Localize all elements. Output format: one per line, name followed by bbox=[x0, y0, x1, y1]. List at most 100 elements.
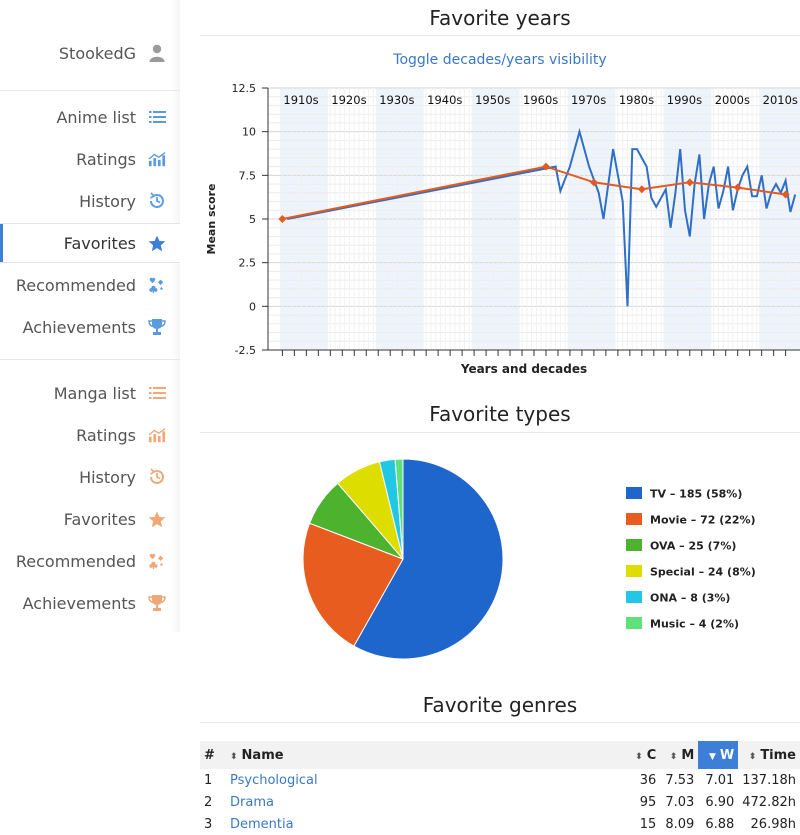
genre-c-cell: 95 bbox=[639, 794, 657, 810]
genre-time-cell: 137.18h bbox=[742, 772, 796, 788]
time-header[interactable]: ⬍ Time bbox=[738, 741, 800, 769]
trophy-icon bbox=[148, 318, 166, 336]
decade-label: 1940s bbox=[427, 93, 462, 107]
mean-header-label: M bbox=[681, 747, 695, 763]
y-tick-label: 10 bbox=[242, 126, 256, 139]
section-divider bbox=[200, 35, 800, 36]
nav-label: Achievements bbox=[22, 593, 136, 613]
data-point bbox=[541, 162, 550, 171]
list-icon bbox=[148, 384, 166, 402]
genre-rank-cell: 3 bbox=[204, 816, 213, 832]
count-header[interactable]: ⬍ C bbox=[624, 741, 661, 769]
data-point bbox=[589, 178, 598, 187]
nav-label: Anime list bbox=[56, 107, 136, 127]
name-header[interactable]: ⬍ Name bbox=[226, 741, 625, 769]
genre-link[interactable]: Psychological bbox=[230, 772, 318, 788]
y-tick-label: 7.5 bbox=[239, 169, 257, 182]
genres-table: # ⬍ Name ⬍ C ⬍ M ▼ W ⬍ Time 1 Psychological 36 7… bbox=[200, 741, 800, 835]
pie-slice[interactable] bbox=[302, 522, 404, 647]
weighted-header[interactable]: ▼ W bbox=[698, 741, 739, 769]
list-icon bbox=[148, 108, 166, 126]
sort-icon: ⬍ bbox=[748, 751, 757, 762]
table-row: 3 Dementia 15 8.09 6.88 26.98h bbox=[200, 813, 800, 835]
history-icon bbox=[148, 468, 166, 486]
toggle-decades-years-link[interactable]: Toggle decades/years visibility bbox=[393, 52, 607, 68]
legend-label[interactable]: Special – 24 (8%) bbox=[650, 566, 756, 579]
anime-nav-favorites[interactable]: Favorites bbox=[0, 223, 180, 263]
divider bbox=[0, 359, 180, 360]
data-point bbox=[685, 178, 694, 187]
genre-link[interactable]: Drama bbox=[230, 794, 274, 810]
genre-name-cell: Psychological bbox=[226, 769, 624, 791]
decade-label: 1930s bbox=[379, 93, 414, 107]
sort-icon: ⬍ bbox=[230, 751, 238, 762]
pie-slice[interactable] bbox=[394, 458, 404, 560]
legend-label[interactable]: OVA – 25 (7%) bbox=[650, 540, 736, 553]
star-icon bbox=[148, 510, 166, 528]
y-axis-title: Mean score bbox=[205, 183, 218, 254]
genre-name-cell: Drama bbox=[226, 791, 624, 813]
nav-label: Ratings bbox=[76, 425, 136, 445]
anime-nav-anime-list[interactable]: Anime list bbox=[0, 97, 180, 137]
genre-m-cell: 8.09 bbox=[665, 816, 695, 832]
decade-label: 2010s bbox=[763, 93, 798, 107]
genre-link[interactable]: Dementia bbox=[230, 816, 294, 832]
nav-label: Manga list bbox=[53, 383, 136, 403]
legend-label[interactable]: Movie – 72 (22%) bbox=[650, 514, 756, 527]
data-point bbox=[733, 183, 742, 192]
anime-nav-recommended[interactable]: Recommended bbox=[0, 265, 180, 305]
genre-c-cell: 15 bbox=[639, 816, 657, 832]
manga-nav-manga-list[interactable]: Manga list bbox=[0, 373, 180, 413]
manga-nav-ratings[interactable]: Ratings bbox=[0, 415, 180, 455]
table-row: 2 Drama 95 7.03 6.90 472.82h bbox=[200, 791, 800, 813]
nav-label: Recommended bbox=[15, 275, 136, 295]
legend-swatch bbox=[626, 565, 642, 577]
mean-header[interactable]: ⬍ M bbox=[660, 741, 699, 769]
nav-label: Recommended bbox=[15, 551, 136, 571]
nav-label: Favorites bbox=[63, 233, 136, 253]
decade-label: 1970s bbox=[571, 93, 606, 107]
legend-label[interactable]: TV – 185 (58%) bbox=[650, 488, 742, 501]
time-header-label: Time bbox=[760, 747, 796, 763]
anime-nav-ratings[interactable]: Ratings bbox=[0, 139, 180, 179]
legend-swatch bbox=[626, 539, 642, 551]
sidebar: StookedG Anime list Ratings History Favorit… bbox=[0, 0, 180, 835]
manga-nav-recommended[interactable]: Recommended bbox=[0, 541, 180, 581]
sort-desc-icon: ▼ bbox=[709, 751, 716, 762]
x-axis-title: Years and decades bbox=[460, 362, 587, 376]
anime-nav-achievements[interactable]: Achievements bbox=[0, 307, 180, 347]
chart-icon bbox=[148, 150, 166, 168]
chart-icon bbox=[148, 426, 166, 444]
decade-label: 1990s bbox=[667, 93, 702, 107]
genre-m-cell: 7.03 bbox=[665, 794, 695, 810]
favorite-types-title: Favorite types bbox=[429, 402, 571, 426]
genre-w-cell: 7.01 bbox=[705, 772, 735, 788]
genre-c-cell: 36 bbox=[639, 772, 657, 788]
pie-slice[interactable] bbox=[353, 458, 504, 660]
sort-icon: ⬍ bbox=[669, 751, 678, 762]
username: StookedG bbox=[58, 43, 136, 63]
anime-nav-history[interactable]: History bbox=[0, 181, 180, 221]
nav-label: Ratings bbox=[76, 149, 136, 169]
genre-w-cell: 6.90 bbox=[705, 794, 735, 810]
genre-rank-cell: 2 bbox=[204, 794, 213, 810]
series-line bbox=[287, 127, 797, 307]
count-header-label: C bbox=[646, 747, 657, 763]
favorite-genres-title: Favorite genres bbox=[422, 693, 578, 717]
user-profile-link[interactable]: StookedG bbox=[0, 33, 180, 73]
decade-label: 1950s bbox=[475, 93, 510, 107]
nav-label: History bbox=[79, 467, 136, 487]
manga-nav-history[interactable]: History bbox=[0, 457, 180, 497]
y-tick-label: 5 bbox=[249, 213, 256, 226]
legend-label[interactable]: Music – 4 (2%) bbox=[650, 618, 739, 631]
genre-m-cell: 7.53 bbox=[665, 772, 695, 788]
legend-label[interactable]: ONA – 8 (3%) bbox=[650, 592, 730, 605]
y-tick-label: 12.5 bbox=[232, 82, 257, 95]
manga-nav-achievements[interactable]: Achievements bbox=[0, 583, 180, 623]
user-icon bbox=[148, 44, 166, 62]
legend-swatch bbox=[626, 513, 642, 525]
genre-rank-cell: 1 bbox=[204, 772, 213, 788]
divider bbox=[0, 90, 180, 91]
table-row: 1 Psychological 36 7.53 7.01 137.18h bbox=[200, 769, 800, 791]
manga-nav-favorites[interactable]: Favorites bbox=[0, 499, 180, 539]
